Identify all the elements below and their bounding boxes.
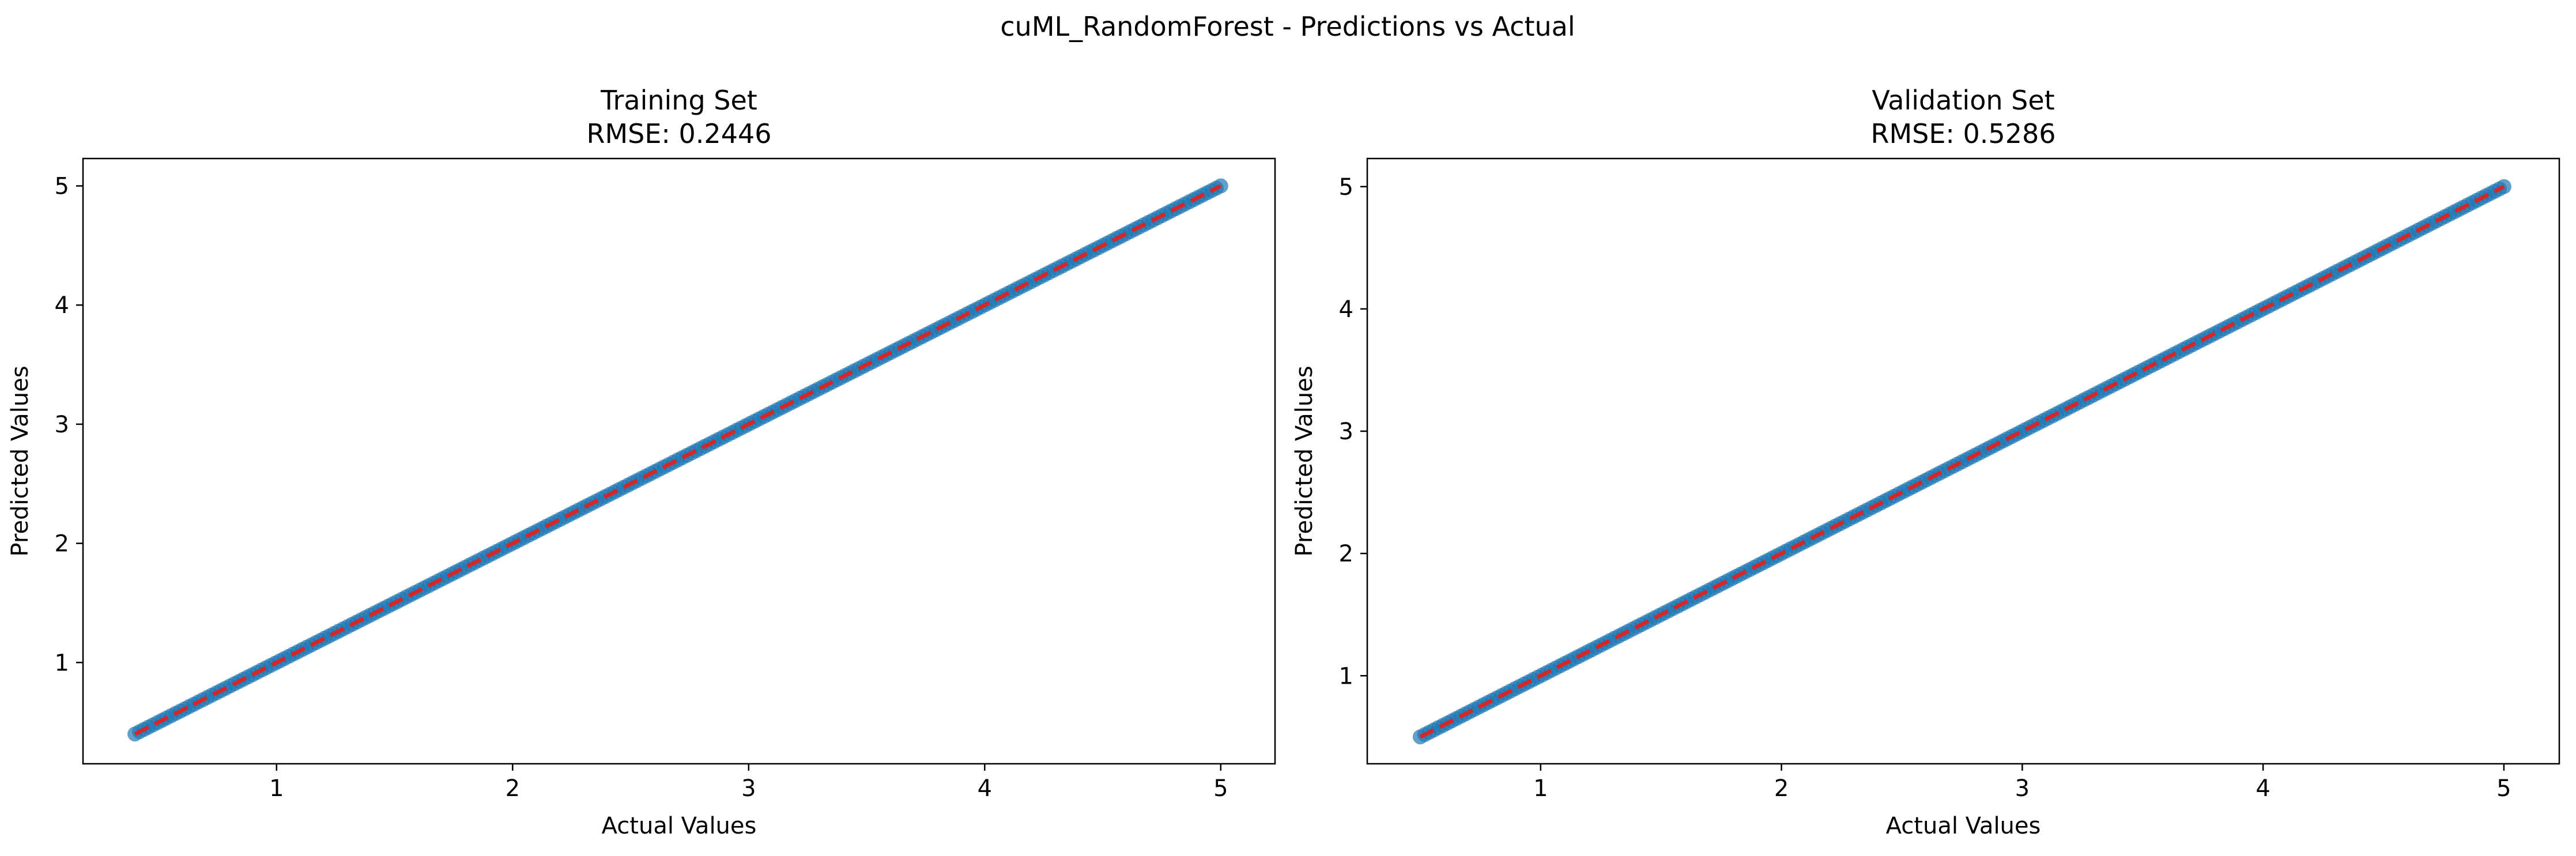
y-tick-label: 2 <box>55 531 69 557</box>
y-tick-label: 5 <box>55 174 69 200</box>
reference-line <box>1419 184 2505 739</box>
panel-title: Training Set <box>600 85 757 116</box>
x-tick-label: 2 <box>506 775 520 802</box>
y-tick-label: 4 <box>55 292 69 319</box>
y-tick-label: 1 <box>1339 663 1353 689</box>
plot-area <box>1412 179 2511 745</box>
x-tick-label: 4 <box>978 775 992 802</box>
axes-frame <box>1366 157 2560 765</box>
x-tick-label: 1 <box>1533 775 1548 802</box>
reference-line <box>134 184 1222 736</box>
panel-rmse-subtitle: RMSE: 0.5286 <box>1871 118 2056 149</box>
x-tick-label: 3 <box>741 775 756 802</box>
y-tick-label: 4 <box>1339 296 1353 323</box>
x-tick-label: 5 <box>1213 775 1228 802</box>
x-tick-label: 2 <box>1774 775 1789 802</box>
y-tick-label: 3 <box>55 412 69 438</box>
x-tick-label: 1 <box>269 775 284 802</box>
y-tick-label: 3 <box>1339 418 1353 445</box>
y-tick-label: 2 <box>1339 541 1353 567</box>
panel-title: Validation Set <box>1872 85 2054 116</box>
y-axis-label: Predicted Values <box>1291 365 1318 556</box>
x-axis-label: Actual Values <box>602 813 757 839</box>
y-tick-label: 5 <box>1339 174 1353 201</box>
y-axis-label: Predicted Values <box>7 365 33 556</box>
x-tick-label: 4 <box>2256 775 2270 802</box>
panel-rmse-subtitle: RMSE: 0.2446 <box>587 118 772 149</box>
y-tick-label: 1 <box>55 650 69 676</box>
axes-frame <box>82 157 1276 765</box>
x-axis-label: Actual Values <box>1886 813 2041 839</box>
plot-area <box>127 178 1228 742</box>
x-tick-label: 5 <box>2496 775 2511 802</box>
x-tick-label: 3 <box>2015 775 2030 802</box>
figure-suptitle: cuML_RandomForest - Predictions vs Actua… <box>1000 11 1575 42</box>
